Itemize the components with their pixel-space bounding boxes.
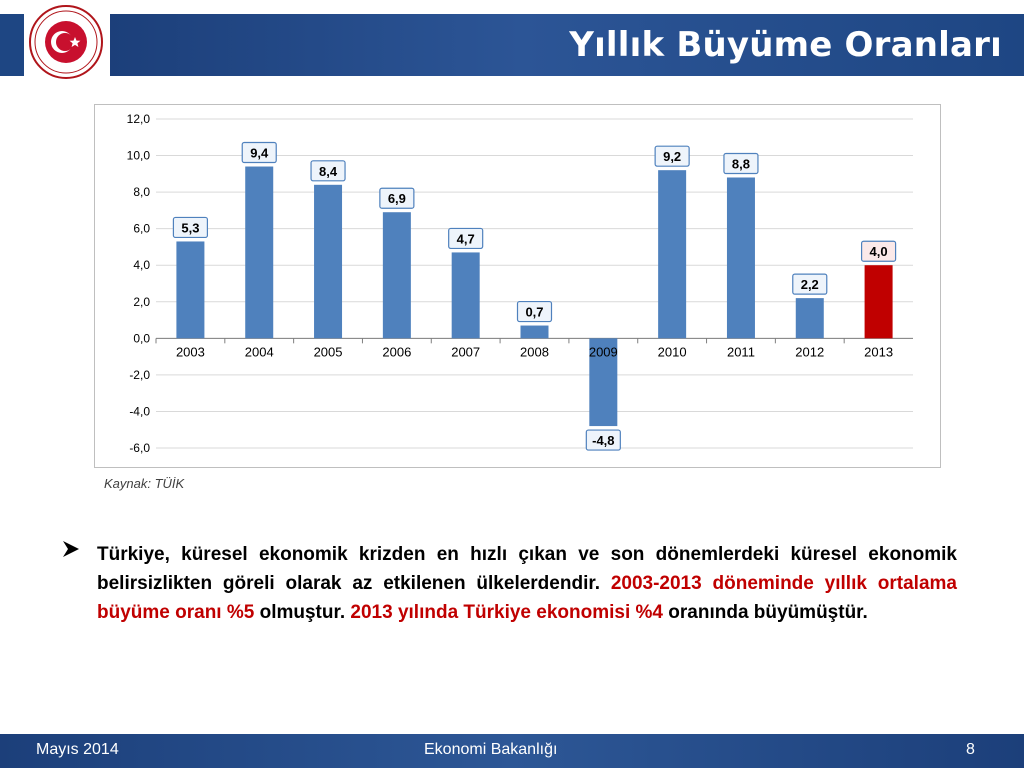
bullet-text-part5: oranında büyümüştür.: [663, 602, 868, 623]
arrow-bullet-icon: [63, 541, 79, 557]
data-label-box: [792, 273, 828, 295]
data-label-box: [379, 187, 415, 209]
y-tick-label: -4,0: [129, 404, 150, 418]
source-note: Kaynak: TÜİK: [104, 476, 185, 491]
data-label-box: [585, 429, 621, 451]
header-left-band: [0, 14, 24, 76]
bullet-highlight-average: 2003-2013 döneminde yıllık ortalama büyü…: [97, 573, 957, 623]
data-label-box: [723, 152, 759, 175]
bullet-text: Türkiye, küresel ekonomik krizden en hız…: [97, 540, 957, 627]
bar-2013: [864, 265, 893, 339]
bar-2004: [245, 166, 274, 339]
bar-2010: [658, 170, 687, 339]
data-label-box: [860, 240, 897, 262]
bar-2011: [726, 177, 755, 339]
x-tick-label: 2012: [795, 344, 824, 359]
data-label-box: [310, 160, 346, 182]
x-tick-label: 2008: [520, 344, 549, 359]
footer-date: Mayıs 2014: [36, 741, 119, 758]
x-tick-label: 2007: [451, 344, 480, 359]
bar-2003: [176, 241, 205, 339]
data-label-box: [654, 145, 690, 167]
data-label: 2,2: [801, 277, 819, 292]
ministry-seal-logo: [29, 5, 103, 79]
footer-page-number: 8: [966, 741, 975, 758]
bar-2009: [589, 338, 618, 427]
growth-chart-frame: -6,0 -4,0 -2,0 0,0 2,0 4,0 6,0 8,0 10,0 12,0 2003 5…: [94, 104, 941, 468]
y-tick-label: 0,0: [133, 331, 150, 345]
data-label-box: [448, 227, 484, 250]
x-tick-label: 2010: [658, 344, 687, 359]
footer-organization: Ekonomi Bakanlığı: [424, 741, 558, 758]
growth-rate-chart: -6,0 -4,0 -2,0 0,0 2,0 4,0 6,0 8,0 10,0 12,0 2003 5…: [127, 112, 913, 455]
data-label: 4,0: [870, 244, 888, 259]
slide-footer: Mayıs 2014 Ekonomi Bakanlığı 8: [0, 734, 1024, 768]
bullet-text-part3: olmuştur.: [254, 602, 351, 623]
data-label: 8,4: [319, 164, 338, 179]
data-label: 5,3: [181, 220, 199, 235]
y-tick-label: 10,0: [127, 149, 151, 163]
bar-2005: [314, 184, 343, 339]
bar-2012: [795, 298, 824, 339]
data-label-box: [172, 216, 209, 239]
x-tick-label: 2011: [727, 344, 755, 359]
bar-2008: [520, 325, 549, 339]
x-tick-label: 2013: [864, 344, 893, 359]
x-tick-label: 2003: [176, 344, 205, 359]
y-tick-label: 6,0: [133, 222, 150, 236]
data-label: 8,8: [732, 156, 750, 171]
data-label: 4,7: [457, 231, 475, 246]
x-tick-label: 2006: [382, 344, 411, 359]
x-tick-label: 2004: [245, 344, 274, 359]
data-label: 0,7: [525, 305, 543, 320]
y-tick-label: 4,0: [133, 258, 150, 272]
data-label-box: [241, 141, 277, 164]
header-band: [110, 14, 1024, 76]
x-tick-label: 2009: [589, 344, 618, 359]
bar-2006: [382, 212, 411, 339]
y-tick-label: 8,0: [133, 185, 150, 199]
data-label: 6,9: [388, 191, 406, 206]
bar-2007: [451, 252, 480, 339]
page-title: Yıllık Büyüme Oranları: [569, 25, 1002, 65]
y-tick-label: 2,0: [133, 295, 150, 309]
data-label: -4,8: [592, 433, 614, 448]
slide-header: Yıllık Büyüme Oranları: [0, 0, 1024, 79]
x-tick-label: 2005: [314, 344, 343, 359]
bullet-highlight-2013: 2013 yılında Türkiye ekonomisi %4: [350, 602, 663, 623]
data-label: 9,4: [250, 146, 269, 161]
y-tick-label: -2,0: [129, 368, 150, 382]
y-tick-label: 12,0: [127, 112, 151, 126]
y-tick-label: -6,0: [129, 441, 150, 455]
data-label-box: [516, 300, 553, 323]
data-label: 9,2: [663, 149, 681, 164]
bullet-text-part1: Türkiye, küresel ekonomik krizden en hız…: [97, 544, 957, 594]
